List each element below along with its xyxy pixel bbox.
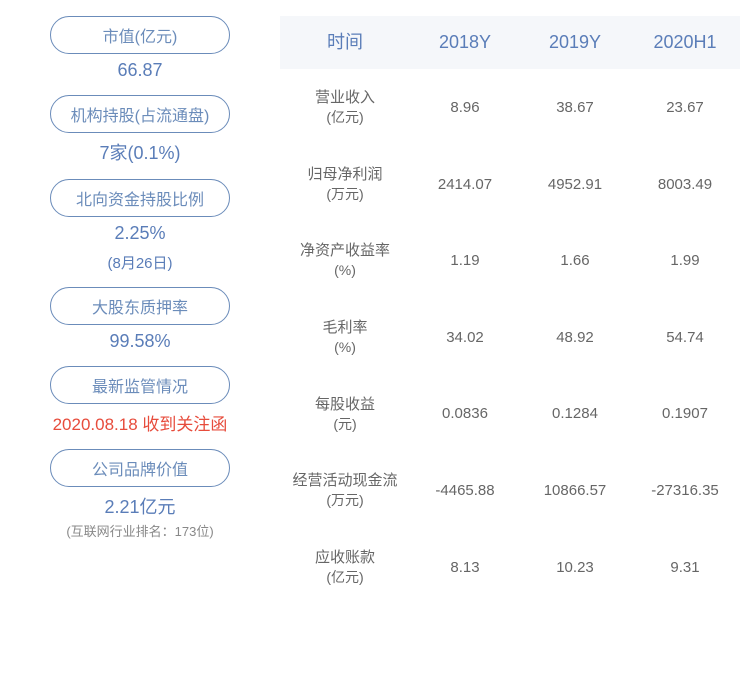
table-row: 营业收入 (亿元) 8.96 38.67 23.67 (280, 69, 740, 146)
row-label: 归母净利润 (万元) (280, 164, 410, 205)
brand-value-label: 公司品牌价值 (50, 449, 230, 487)
table-row: 每股收益 (元) 0.0836 0.1284 0.1907 (280, 376, 740, 453)
cell-value: 1.99 (630, 240, 740, 281)
northbound-value: 2.25% (114, 223, 165, 244)
cell-value: 0.1907 (630, 394, 740, 435)
metric-unit: (%) (334, 338, 356, 358)
metric-unit: (%) (334, 261, 356, 281)
table-row: 应收账款 (亿元) 8.13 10.23 9.31 (280, 529, 740, 606)
cell-value: 1.66 (520, 240, 630, 281)
row-label: 营业收入 (亿元) (280, 87, 410, 128)
header-2019: 2019Y (520, 30, 630, 55)
metric-name: 每股收益 (315, 394, 375, 415)
header-2018: 2018Y (410, 30, 520, 55)
cell-value: 8003.49 (630, 164, 740, 205)
cell-value: 8.96 (410, 87, 520, 128)
cell-value: -27316.35 (630, 470, 740, 511)
cell-value: 9.31 (630, 547, 740, 588)
brand-value-rank: (互联网行业排名：173位) (66, 521, 213, 540)
northbound-date: (8月26日) (107, 252, 172, 273)
metric-unit: (亿元) (326, 568, 363, 588)
market-cap-value: 66.87 (117, 60, 162, 81)
inst-holding-value: 7家(0.1%) (99, 139, 180, 165)
metric-unit: (元) (333, 415, 356, 435)
cell-value: 10866.57 (520, 470, 630, 511)
regulatory-label: 最新监管情况 (50, 366, 230, 404)
metric-name: 经营活动现金流 (292, 470, 397, 491)
row-label: 每股收益 (元) (280, 394, 410, 435)
metric-unit: (万元) (326, 185, 363, 205)
row-label: 毛利率 (%) (280, 317, 410, 358)
cell-value: -4465.88 (410, 470, 520, 511)
regulatory-value: 2020.08.18 收到关注函 (53, 410, 228, 435)
metric-name: 应收账款 (315, 547, 375, 568)
row-label: 净资产收益率 (%) (280, 240, 410, 281)
row-label: 经营活动现金流 (万元) (280, 470, 410, 511)
cell-value: 4952.91 (520, 164, 630, 205)
cell-value: 0.1284 (520, 394, 630, 435)
metric-name: 净资产收益率 (300, 240, 390, 261)
cell-value: 48.92 (520, 317, 630, 358)
metric-name: 毛利率 (322, 317, 367, 338)
cell-value: 54.74 (630, 317, 740, 358)
header-2020h1: 2020H1 (630, 30, 740, 55)
cell-value: 8.13 (410, 547, 520, 588)
left-info-panel: 市值(亿元) 66.87 机构持股(占流通盘) 7家(0.1%) 北向资金持股比… (10, 16, 270, 662)
header-time: 时间 (280, 30, 410, 55)
metric-unit: (万元) (326, 491, 363, 511)
table-header-row: 时间 2018Y 2019Y 2020H1 (280, 16, 740, 69)
financial-table: 时间 2018Y 2019Y 2020H1 营业收入 (亿元) 8.96 38.… (280, 16, 740, 605)
metric-name: 营业收入 (315, 87, 375, 108)
table-row: 归母净利润 (万元) 2414.07 4952.91 8003.49 (280, 146, 740, 223)
cell-value: 34.02 (410, 317, 520, 358)
pledge-rate-value: 99.58% (109, 331, 170, 352)
cell-value: 1.19 (410, 240, 520, 281)
market-cap-label: 市值(亿元) (50, 16, 230, 54)
table-row: 净资产收益率 (%) 1.19 1.66 1.99 (280, 222, 740, 299)
northbound-label: 北向资金持股比例 (50, 179, 230, 217)
cell-value: 2414.07 (410, 164, 520, 205)
table-row: 毛利率 (%) 34.02 48.92 54.74 (280, 299, 740, 376)
inst-holding-label: 机构持股(占流通盘) (50, 95, 230, 133)
metric-unit: (亿元) (326, 108, 363, 128)
brand-value-value: 2.21亿元 (104, 493, 175, 519)
cell-value: 23.67 (630, 87, 740, 128)
metric-name: 归母净利润 (307, 164, 382, 185)
row-label: 应收账款 (亿元) (280, 547, 410, 588)
cell-value: 38.67 (520, 87, 630, 128)
financial-table-panel: 时间 2018Y 2019Y 2020H1 营业收入 (亿元) 8.96 38.… (270, 16, 740, 662)
table-row: 经营活动现金流 (万元) -4465.88 10866.57 -27316.35 (280, 452, 740, 529)
pledge-rate-label: 大股东质押率 (50, 287, 230, 325)
cell-value: 0.0836 (410, 394, 520, 435)
cell-value: 10.23 (520, 547, 630, 588)
